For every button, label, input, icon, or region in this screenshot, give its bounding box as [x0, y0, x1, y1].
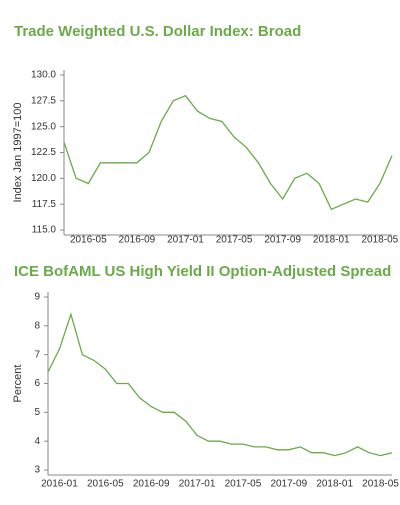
y-tick-label: 6 [34, 378, 40, 389]
x-tick-label: 2016-05 [87, 479, 124, 490]
y-tick-label: 3 [34, 465, 40, 476]
chart-title: Trade Weighted U.S. Dollar Index: Broad [14, 23, 301, 40]
y-tick-label: 7 [34, 349, 40, 360]
y-tick-label: 5 [34, 407, 40, 418]
y-tick-label: 117.5 [32, 199, 57, 210]
x-tick-label: 2017-05 [225, 479, 262, 490]
x-tick-label: 2018-05 [362, 479, 399, 490]
y-tick-label: 115.0 [32, 225, 57, 236]
x-tick-label: 2017-01 [167, 235, 204, 246]
y-tick-label: 122.5 [31, 147, 56, 158]
x-tick-label: 2016-01 [41, 479, 78, 490]
x-tick-label: 2017-09 [270, 479, 307, 490]
x-tick-label: 2017-05 [216, 235, 253, 246]
x-tick-label: 2018-01 [316, 479, 353, 490]
x-tick-label: 2016-05 [70, 235, 107, 246]
y-tick-label: 8 [34, 320, 40, 331]
y-tick-label: 130.0 [31, 70, 56, 81]
x-tick-label: 2016-09 [133, 479, 170, 490]
x-tick-label: 2018-01 [313, 235, 350, 246]
y-tick-label: 4 [34, 436, 40, 447]
y-tick-label: 127.5 [31, 95, 56, 106]
x-tick-label: 2017-09 [264, 235, 301, 246]
y-axis-label: Index Jan 1997=100 [12, 102, 24, 202]
y-tick-label: 120.0 [31, 173, 56, 184]
x-tick-label: 2017-01 [179, 479, 216, 490]
y-tick-label: 125.0 [31, 121, 56, 132]
x-tick-label: 2016-09 [119, 235, 156, 246]
data-line [47, 312, 393, 457]
y-axis-label: Percent [12, 365, 24, 403]
x-tick-label: 2018-05 [362, 235, 399, 246]
chart-title: ICE BofAML US High Yield II Option-Adjus… [14, 263, 391, 280]
data-line [63, 94, 393, 211]
y-tick-label: 9 [34, 292, 40, 303]
